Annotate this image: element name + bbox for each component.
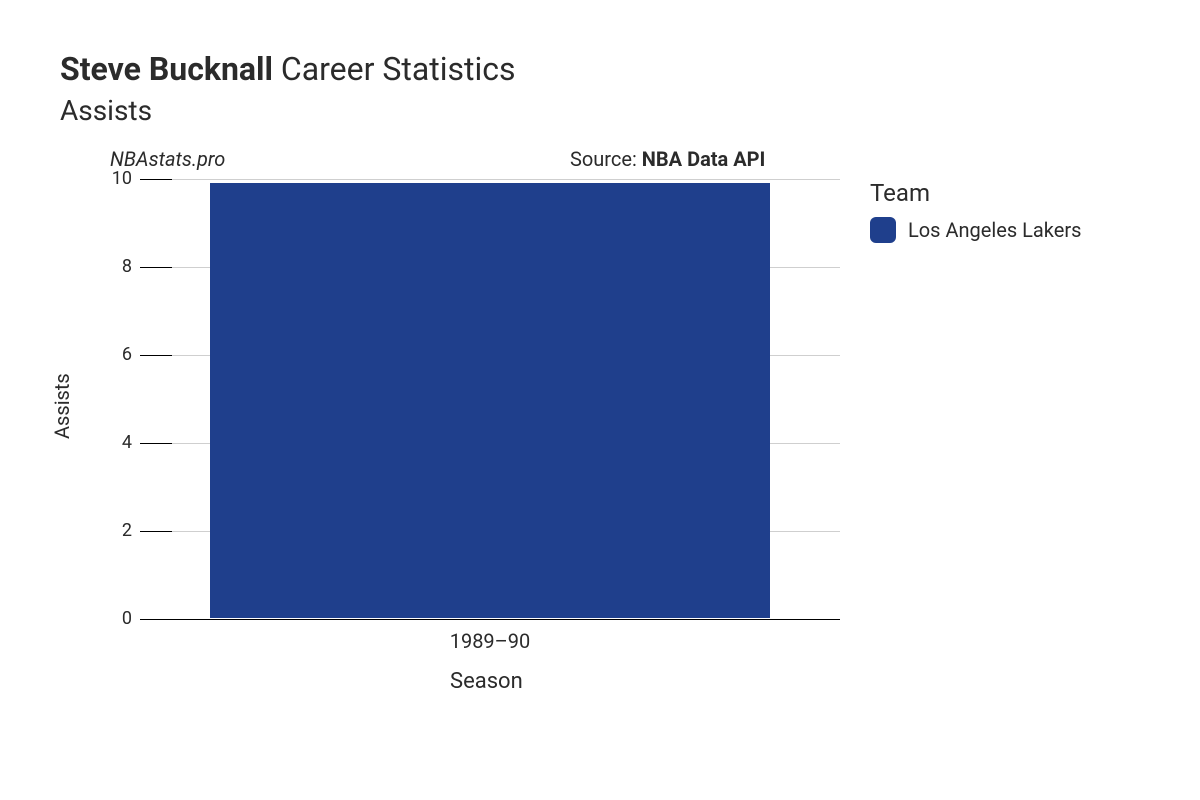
y-tick-label: 4	[92, 432, 132, 453]
bar	[210, 183, 770, 618]
legend-swatch	[870, 217, 896, 243]
source-api-name: NBA Data API	[642, 147, 766, 171]
y-tick-label: 0	[92, 608, 132, 629]
title-player-name: Steve Bucknall	[60, 50, 273, 88]
y-gridline	[172, 179, 840, 180]
legend-item-label: Los Angeles Lakers	[908, 218, 1081, 242]
title-rest: Career Statistics	[281, 50, 516, 88]
plot-and-legend-row: Assists Season 02468101989–90 Team Los A…	[60, 179, 1160, 719]
y-tick-mark	[140, 267, 172, 268]
meta-row: NBAstats.pro Source: NBA Data API	[60, 147, 1160, 175]
chart-subtitle: Assists	[60, 94, 1160, 127]
x-tick-label: 1989–90	[450, 629, 531, 653]
y-axis-label: Assists	[50, 373, 74, 439]
legend-item: Los Angeles Lakers	[870, 217, 1081, 243]
legend: Team Los Angeles Lakers	[870, 179, 1081, 719]
source-text: Source: NBA Data API	[570, 147, 765, 171]
y-tick-mark	[140, 443, 172, 444]
chart-title: Steve Bucknall Career Statistics	[60, 50, 1160, 88]
legend-title: Team	[870, 179, 1081, 207]
y-tick-mark	[140, 531, 172, 532]
y-tick-mark	[140, 179, 172, 180]
plot-area: Assists Season 02468101989–90	[60, 179, 860, 719]
legend-items: Los Angeles Lakers	[870, 217, 1081, 243]
y-tick-mark	[140, 355, 172, 356]
source-prefix: Source:	[570, 147, 642, 171]
x-axis-baseline	[140, 619, 840, 620]
y-tick-label: 2	[92, 520, 132, 541]
y-tick-label: 6	[92, 344, 132, 365]
x-axis-label: Season	[450, 669, 523, 694]
y-tick-label: 8	[92, 256, 132, 277]
chart-container: Steve Bucknall Career Statistics Assists…	[60, 50, 1160, 719]
axis-frame	[140, 179, 840, 619]
y-tick-label: 10	[92, 168, 132, 189]
